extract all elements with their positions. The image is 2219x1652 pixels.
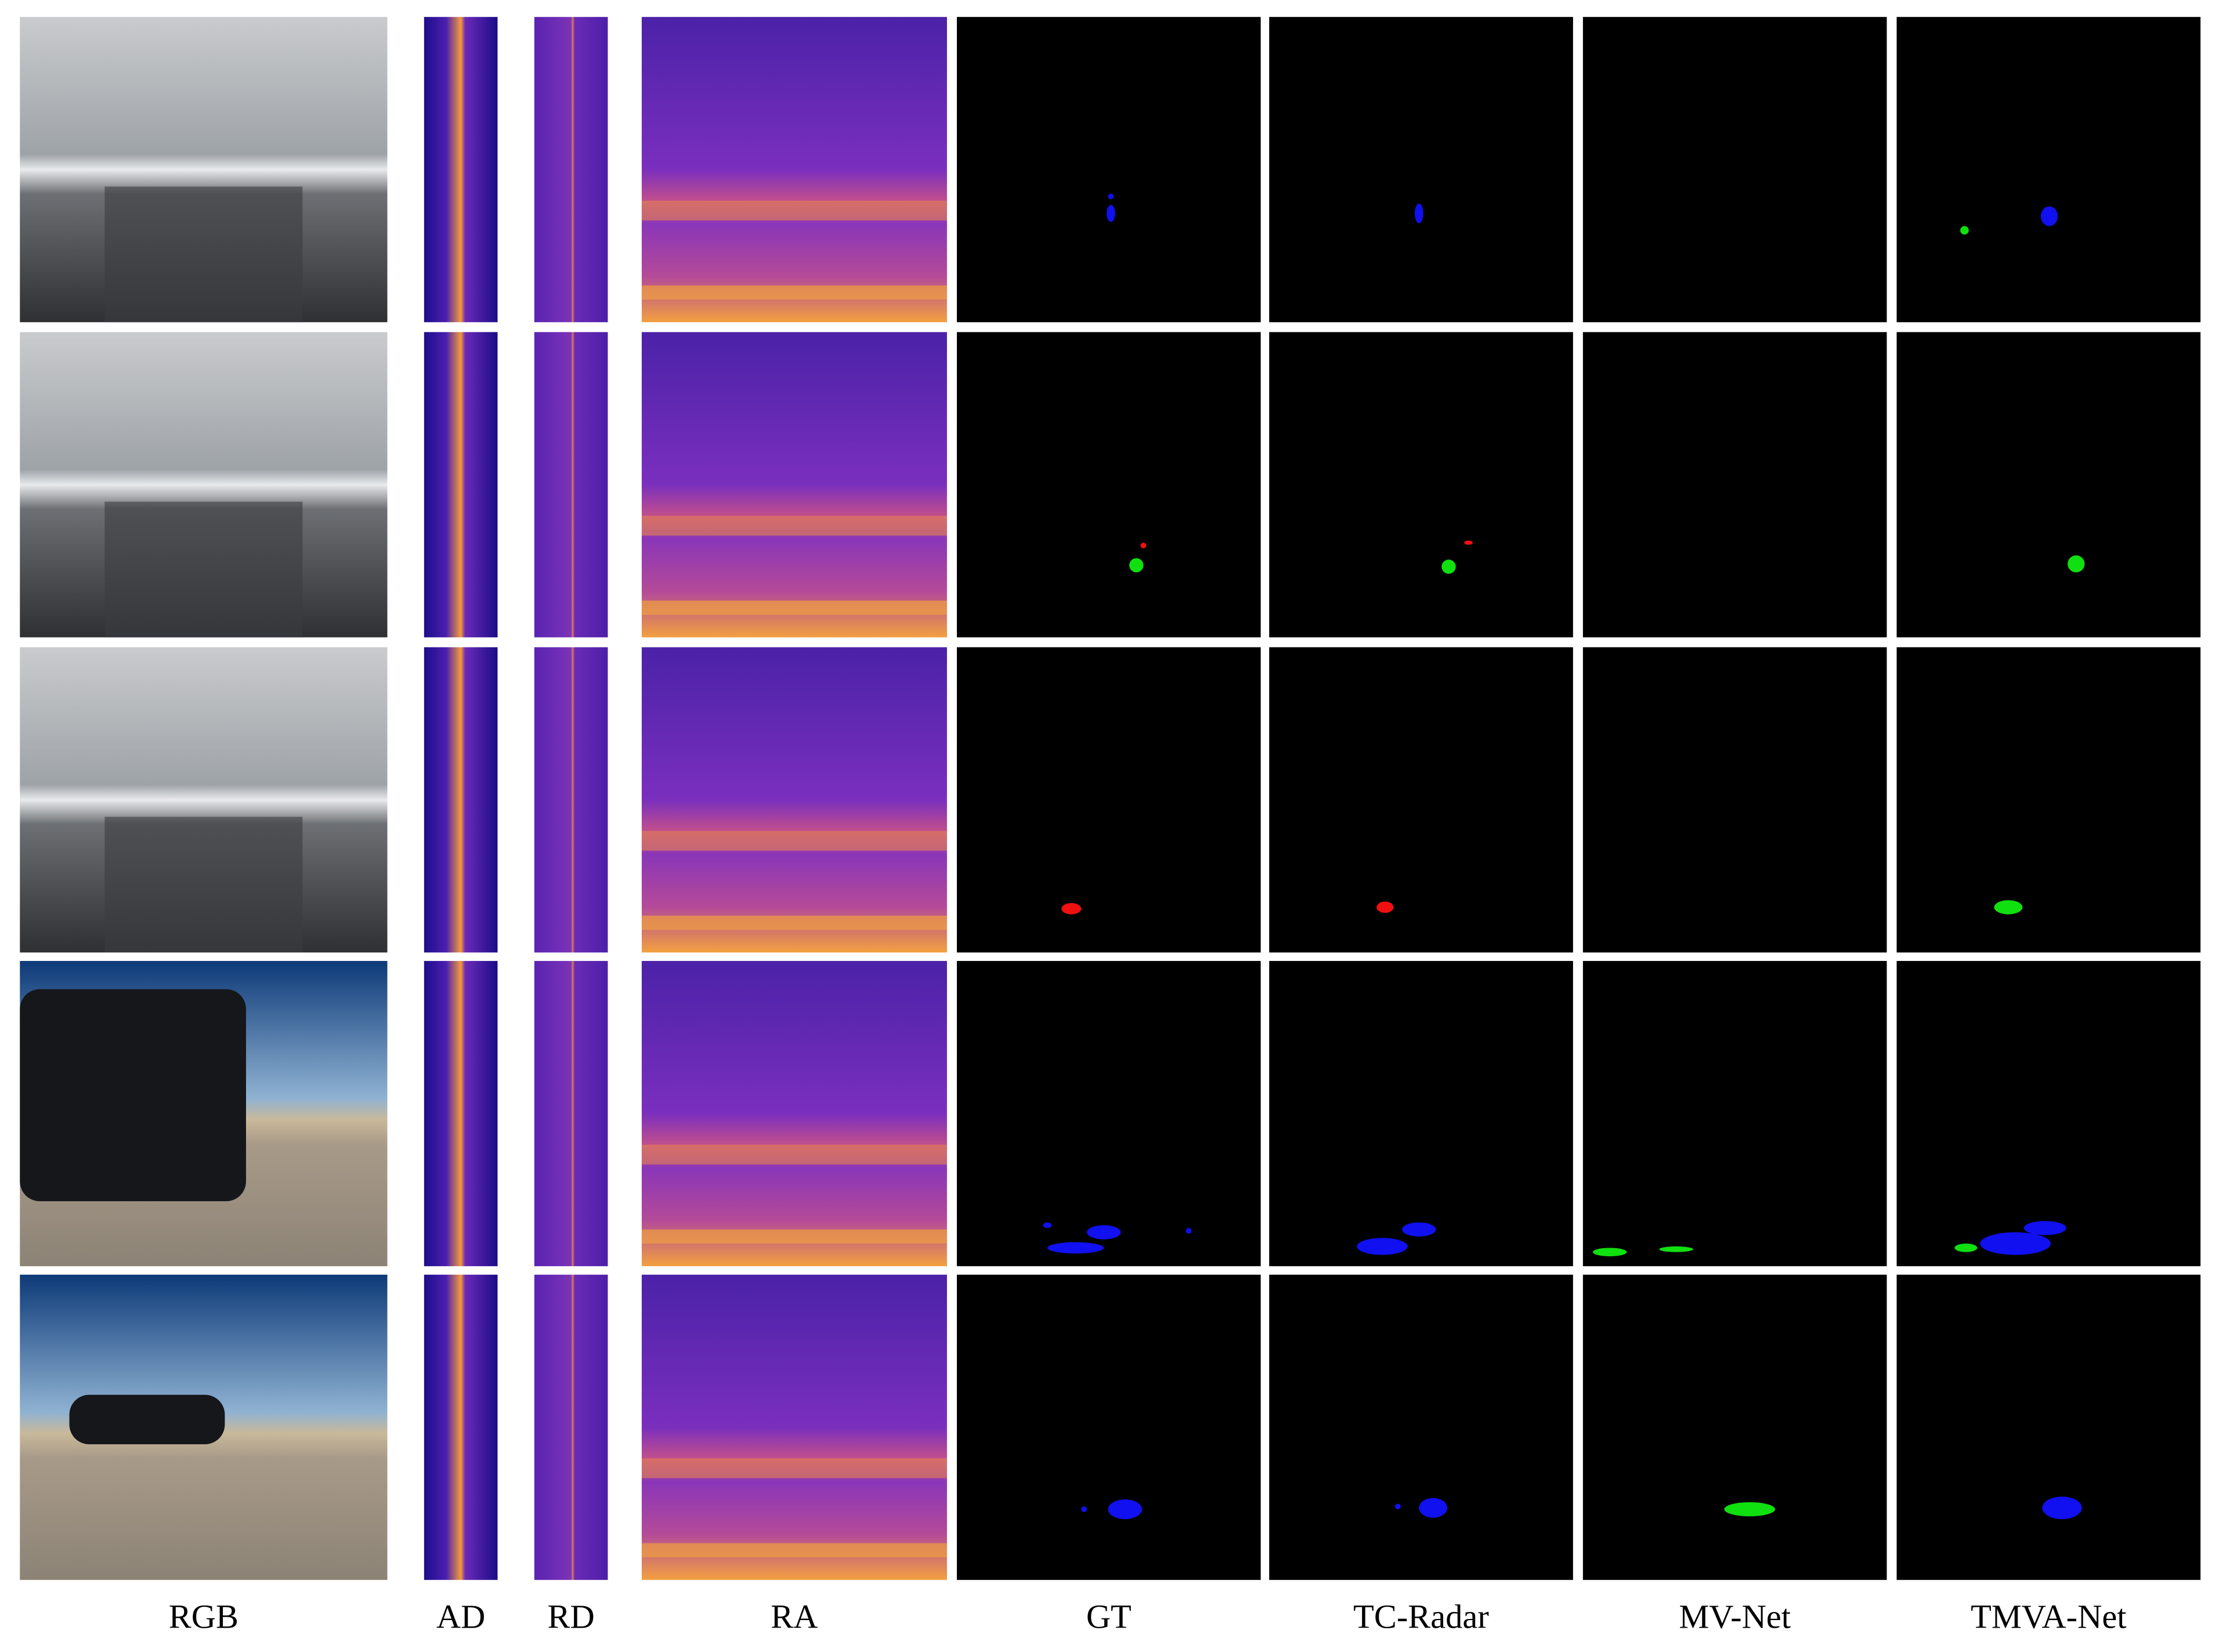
segmentation-blob	[1186, 1228, 1192, 1234]
panel	[534, 17, 608, 323]
road-edge	[104, 816, 303, 953]
panel	[1896, 1274, 2201, 1580]
segmentation-blob	[1061, 903, 1082, 914]
panel	[1582, 1274, 1887, 1580]
segmentation-blob	[1108, 193, 1114, 200]
segmentation-blob	[1047, 1242, 1104, 1254]
panel	[424, 1274, 498, 1580]
ra-band	[641, 831, 947, 851]
panel	[1269, 961, 1573, 1267]
segmentation-blob	[1357, 1238, 1408, 1255]
panel	[1582, 332, 1887, 638]
panel	[641, 961, 947, 1267]
ra-band	[641, 285, 947, 300]
segmentation-blob	[1960, 226, 1969, 235]
segmentation-blob	[1087, 1225, 1121, 1239]
ra-band	[641, 601, 947, 615]
panel	[1582, 961, 1887, 1267]
panel	[641, 647, 947, 953]
panel	[641, 17, 947, 323]
panel	[1269, 1274, 1573, 1580]
ra-band	[641, 916, 947, 930]
segmentation-blob	[1140, 543, 1147, 548]
column-label: RGB	[169, 1598, 238, 1636]
column-label: RD	[548, 1598, 595, 1636]
road-edge	[104, 501, 303, 638]
panel	[641, 1274, 947, 1580]
vehicle	[20, 989, 246, 1202]
column-label: GT	[1086, 1598, 1132, 1636]
segmentation-blob	[1419, 1498, 1448, 1518]
segmentation-blob	[1954, 1243, 1978, 1252]
column-labels: RGB AD RD RA GT TC-Radar MV-Net TMVA-Net	[169, 1598, 2127, 1636]
panel	[956, 332, 1261, 638]
panel	[534, 332, 608, 638]
column-label: TC-Radar	[1353, 1598, 1489, 1636]
column-label: MV-Net	[1679, 1598, 1791, 1636]
panel	[424, 332, 498, 638]
panel	[424, 961, 498, 1267]
panel	[1269, 647, 1573, 953]
segmentation-blob	[1659, 1246, 1693, 1252]
column-label: TMVA-Net	[1971, 1598, 2126, 1636]
panel	[424, 17, 498, 323]
ra-band	[641, 200, 947, 220]
segmentation-blob	[1592, 1248, 1627, 1257]
panel	[534, 647, 608, 953]
ra-band	[641, 515, 947, 536]
panel	[641, 332, 947, 638]
segmentation-blob	[1376, 901, 1394, 913]
segmentation-blob	[1415, 203, 1423, 223]
segmentation-blob	[1081, 1506, 1087, 1512]
panels	[20, 17, 2201, 1580]
ra-band	[641, 1144, 947, 1165]
panel	[1582, 647, 1887, 953]
segmentation-blob	[1129, 558, 1144, 573]
segmentation-blob	[1980, 1232, 2051, 1255]
ra-band	[641, 1229, 947, 1244]
segmentation-blob	[2042, 1496, 2082, 1520]
panel	[1269, 332, 1573, 638]
panel	[1896, 332, 2201, 638]
column-label: AD	[436, 1598, 485, 1636]
panel	[1269, 17, 1573, 323]
segmentation-blob	[1724, 1502, 1776, 1517]
segmentation-blob	[2040, 206, 2058, 226]
segmentation-blob	[1994, 900, 2023, 914]
panel	[956, 17, 1261, 323]
panel	[424, 647, 498, 953]
segmentation-blob	[2023, 1221, 2066, 1235]
segmentation-blob	[1108, 1499, 1143, 1520]
panel	[534, 1274, 608, 1580]
column-label: RA	[771, 1598, 818, 1636]
panel	[1896, 17, 2201, 323]
panel	[1896, 961, 2201, 1267]
segmentation-blob	[1441, 559, 1456, 574]
panel	[956, 647, 1261, 953]
panel	[956, 1274, 1261, 1580]
panel	[1582, 17, 1887, 323]
vehicle	[69, 1394, 225, 1444]
segmentation-blob	[1043, 1222, 1052, 1228]
segmentation-blob	[1107, 205, 1115, 222]
panel	[956, 961, 1261, 1267]
segmentation-blob	[1464, 540, 1473, 545]
segmentation-blob	[1394, 1503, 1401, 1510]
ra-band	[641, 1458, 947, 1479]
panel	[534, 961, 608, 1267]
segmentation-blob	[2068, 555, 2085, 573]
ra-band	[641, 1543, 947, 1557]
road-edge	[104, 186, 303, 323]
panel	[1896, 647, 2201, 953]
segmentation-blob	[1402, 1222, 1436, 1237]
